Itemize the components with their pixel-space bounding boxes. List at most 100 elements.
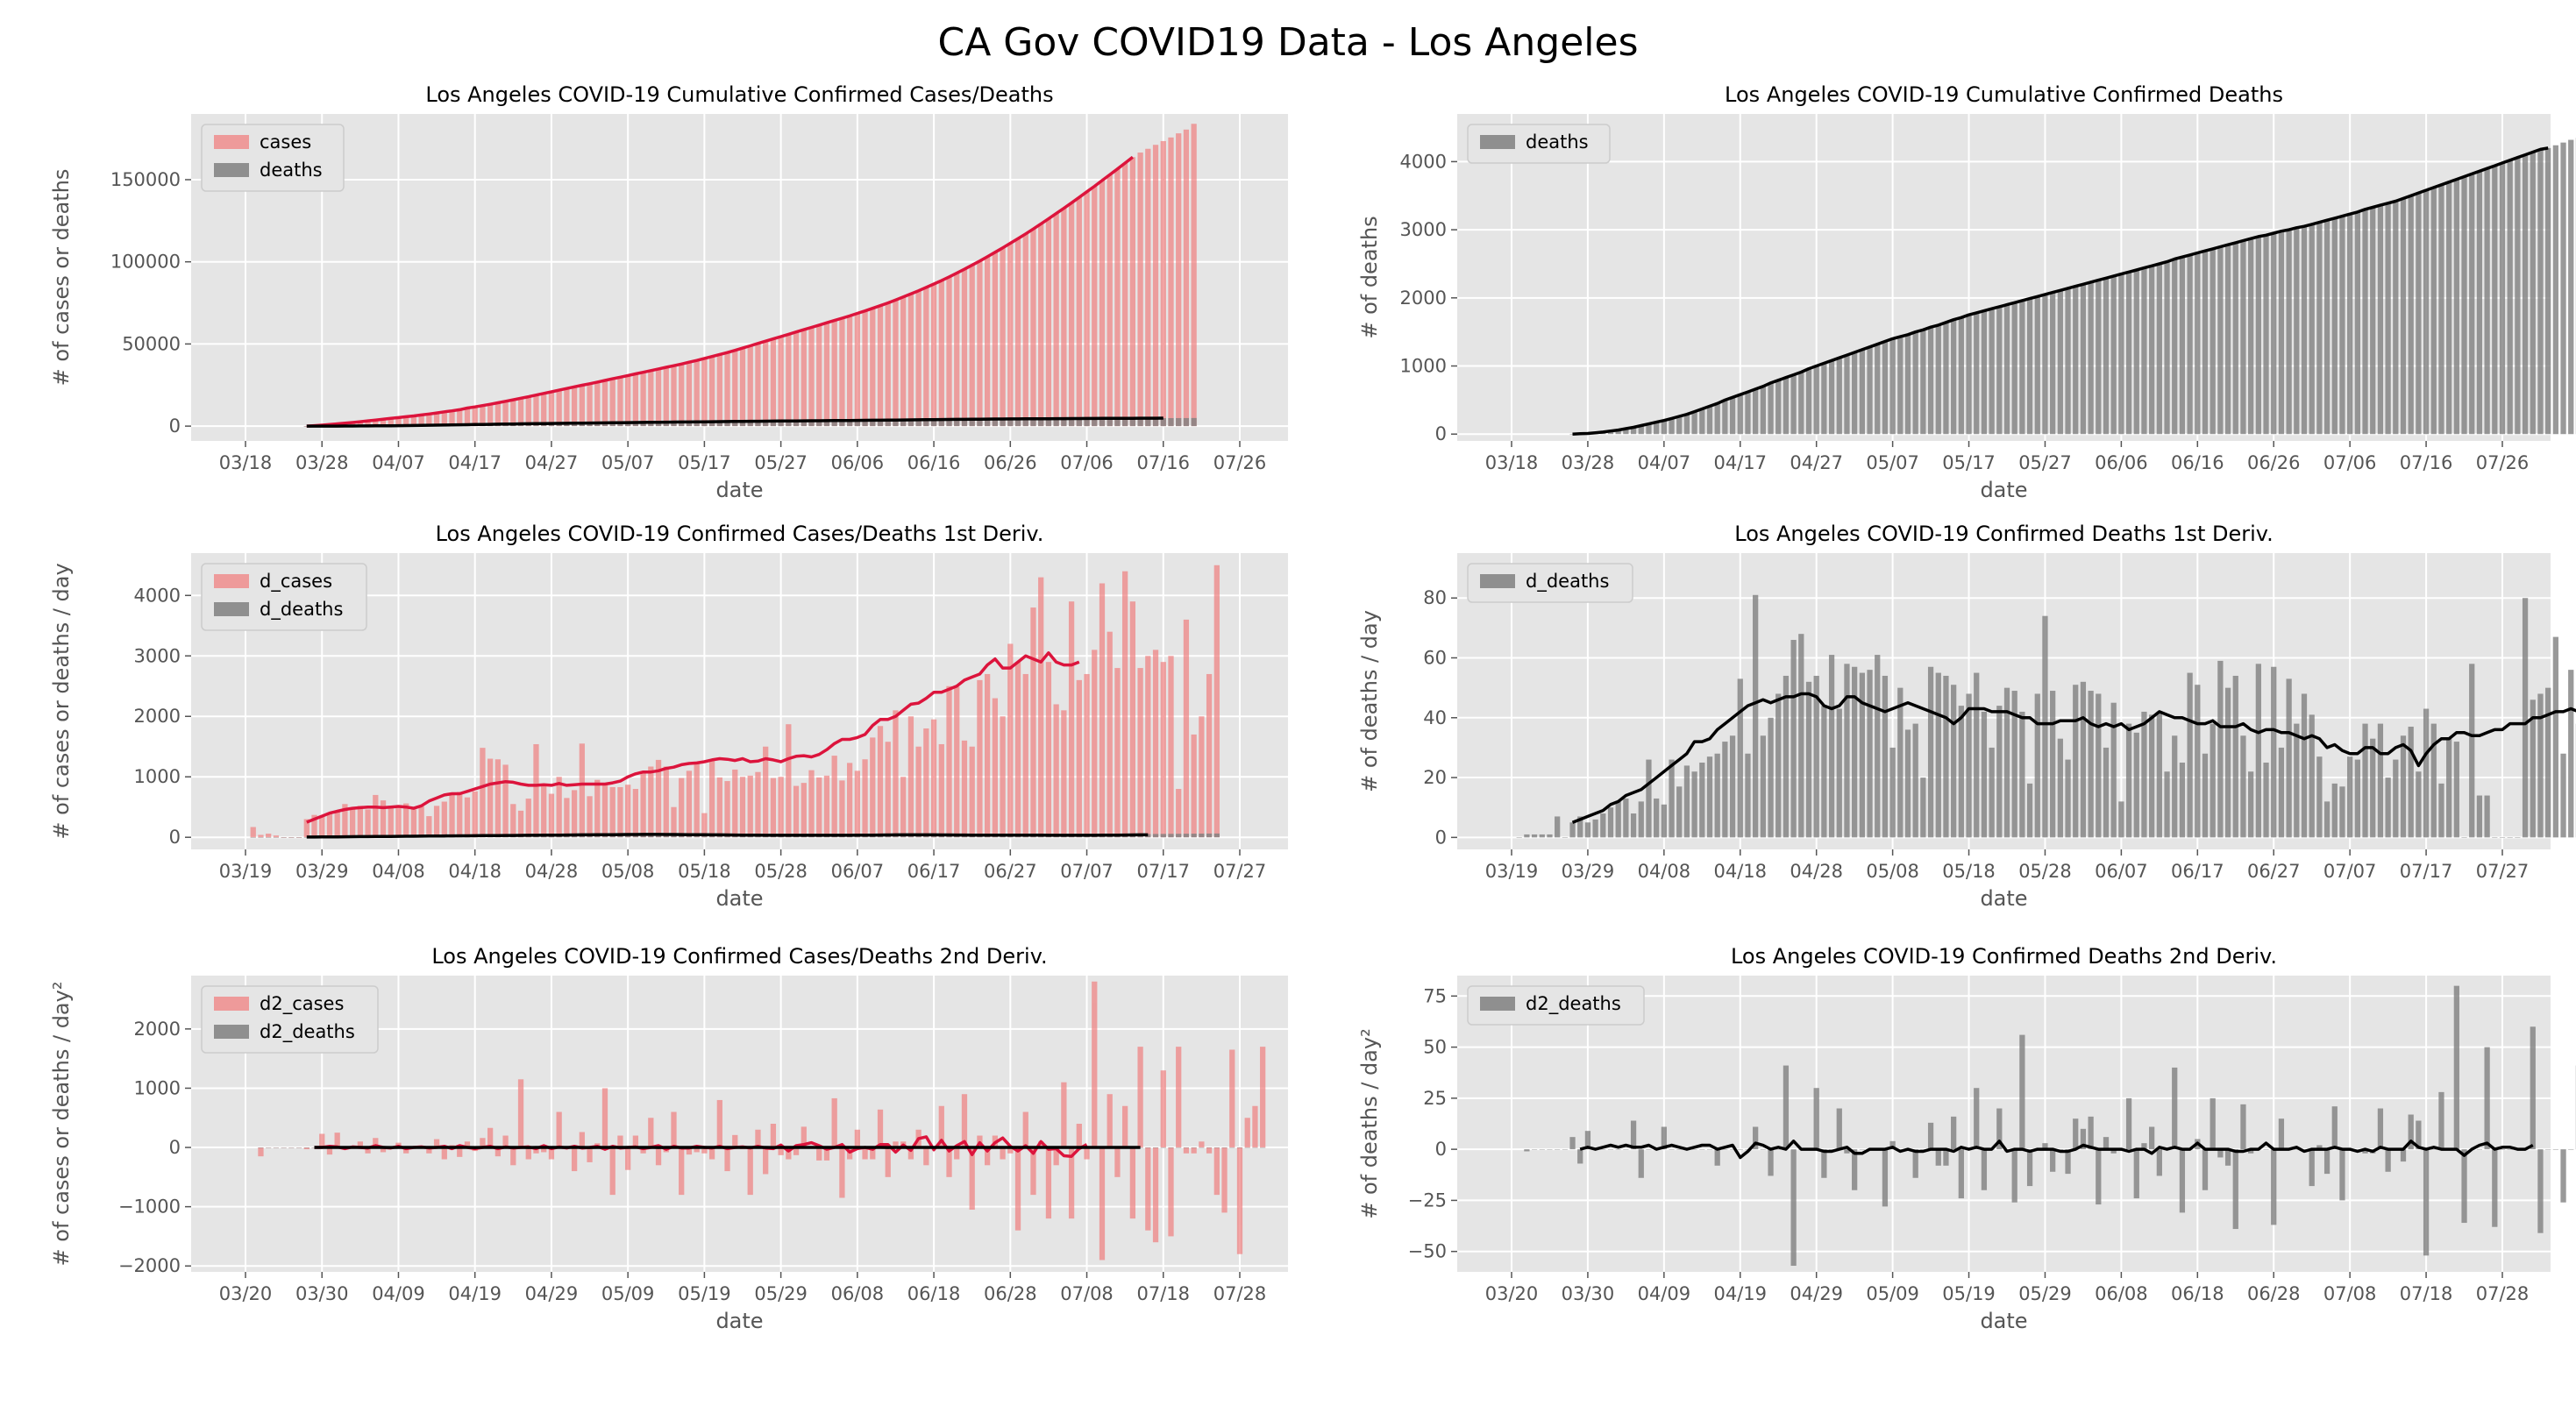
x-tick-label: 04/17 [1714,452,1768,473]
bar-d_deaths [2393,760,2398,838]
bar-deaths [2416,193,2421,434]
legend-swatch-d2_deaths [1480,997,1515,1011]
bar-cases [778,337,783,426]
bar-d_deaths [2355,760,2360,838]
x-tick-label: 03/19 [1485,861,1539,882]
bar-d2_cases [1229,1050,1235,1148]
bar-d2_deaths [2233,1149,2238,1229]
x-tick-label: 04/19 [1714,1283,1768,1304]
bar-deaths [2126,272,2131,434]
subplot-title: Los Angeles COVID-19 Confirmed Deaths 2n… [1731,944,2277,969]
bar-cases [1030,229,1035,426]
bar-d2_cases [1015,1147,1021,1231]
bar-d_deaths [1662,805,1667,838]
bar-d2_deaths [1974,1088,1979,1149]
bar-d2_deaths [1600,1149,1605,1150]
bar-d_deaths [1524,834,1529,837]
bar-d2_cases [319,1133,324,1147]
y-tick-label: 1000 [134,1077,181,1098]
bar-deaths [2484,168,2489,434]
x-tick-label: 07/18 [1137,1283,1191,1304]
bar-deaths [2263,235,2268,434]
bar-cases [1168,138,1173,426]
y-tick-label: −50 [1408,1241,1447,1262]
bar-d2_deaths [2401,1149,2406,1161]
bar-d_deaths [2416,771,2421,837]
x-tick-label: 07/08 [1060,1283,1114,1304]
x-tick-label: 07/06 [2323,452,2377,473]
legend: d2_deaths [1468,986,1644,1025]
bar-deaths [2423,190,2429,434]
bar-d_cases [465,798,470,838]
bar-d_cases [526,799,531,837]
bar-cases [1084,192,1089,426]
bar-deaths [1951,320,1956,435]
y-tick-label: 0 [169,1137,181,1158]
bar-d_deaths [2515,837,2520,838]
legend-swatch-d_deaths [214,602,249,616]
bar-d2_deaths [1814,1088,1819,1149]
bar-cases [518,398,523,426]
bar-d_cases [633,789,638,837]
bar-cases [1077,197,1082,426]
bar-cases [671,366,676,426]
bar-d_deaths [2477,796,2482,838]
bar-d_deaths [2240,735,2245,837]
bar-cases [962,269,967,426]
bar-d2_cases [1084,1147,1089,1160]
bar-d_deaths [2347,756,2352,837]
bar-d_deaths [1684,765,1690,837]
bar-d2_cases [602,1088,608,1147]
bar-cases [625,375,630,426]
bar-d_deaths [2302,693,2307,837]
bar-deaths [1722,400,1727,434]
bar-d2_deaths [2126,1098,2131,1149]
bar-deaths [2172,259,2177,435]
bar-cases [993,252,998,426]
bar-d2_deaths [274,1147,279,1148]
legend-swatch-deaths [1480,135,1515,149]
y-tick-label: 0 [1435,1139,1447,1160]
bar-d_deaths [1585,822,1590,837]
bar-d2_cases [1000,1147,1005,1160]
bar-d_deaths [296,837,302,838]
x-tick-label: 03/30 [1562,1283,1615,1304]
bar-d2_cases [1069,1147,1074,1218]
bar-deaths [2233,243,2238,434]
bar-d_deaths [2134,733,2139,837]
bar-deaths [2332,218,2338,434]
bar-d_deaths [2118,801,2124,837]
bar-d_cases [878,726,883,837]
bar-d_deaths [1936,673,1941,838]
bar-d_deaths [1699,763,1704,837]
bar-deaths [2523,155,2528,435]
bar-d2_deaths [2530,1026,2536,1149]
bar-d_cases [1092,650,1097,837]
bar-d2_deaths [2134,1149,2139,1198]
bar-d2_cases [258,1147,263,1156]
y-tick-label: 2000 [1400,288,1447,309]
bar-d2_deaths [2454,986,2459,1149]
bar-d2_deaths [1722,1149,1727,1150]
x-tick-label: 06/26 [2247,452,2301,473]
x-tick-label: 04/08 [1638,861,1691,882]
bar-deaths [2180,257,2185,434]
bar-d_deaths [266,837,271,838]
bar-deaths [2393,201,2398,434]
bar-d2_deaths [1928,1123,1933,1149]
bar-d_cases [1046,662,1051,837]
bar-d2_cases [732,1135,737,1147]
bar-deaths [2401,198,2406,434]
bar-d2_deaths [2500,1149,2505,1150]
bar-d_cases [617,787,623,837]
bar-d2_deaths [2332,1106,2338,1149]
bar-d_cases [327,813,332,837]
bar-d_deaths [2370,739,2375,838]
bar-d_cases [587,796,592,837]
bar-d_deaths [2492,837,2497,838]
legend: deaths [1468,124,1610,163]
x-tick-label: 07/18 [2400,1283,2453,1304]
bar-d_deaths [1982,712,1987,837]
bar-d2_cases [587,1147,592,1162]
x-tick-label: 03/30 [295,1283,349,1304]
